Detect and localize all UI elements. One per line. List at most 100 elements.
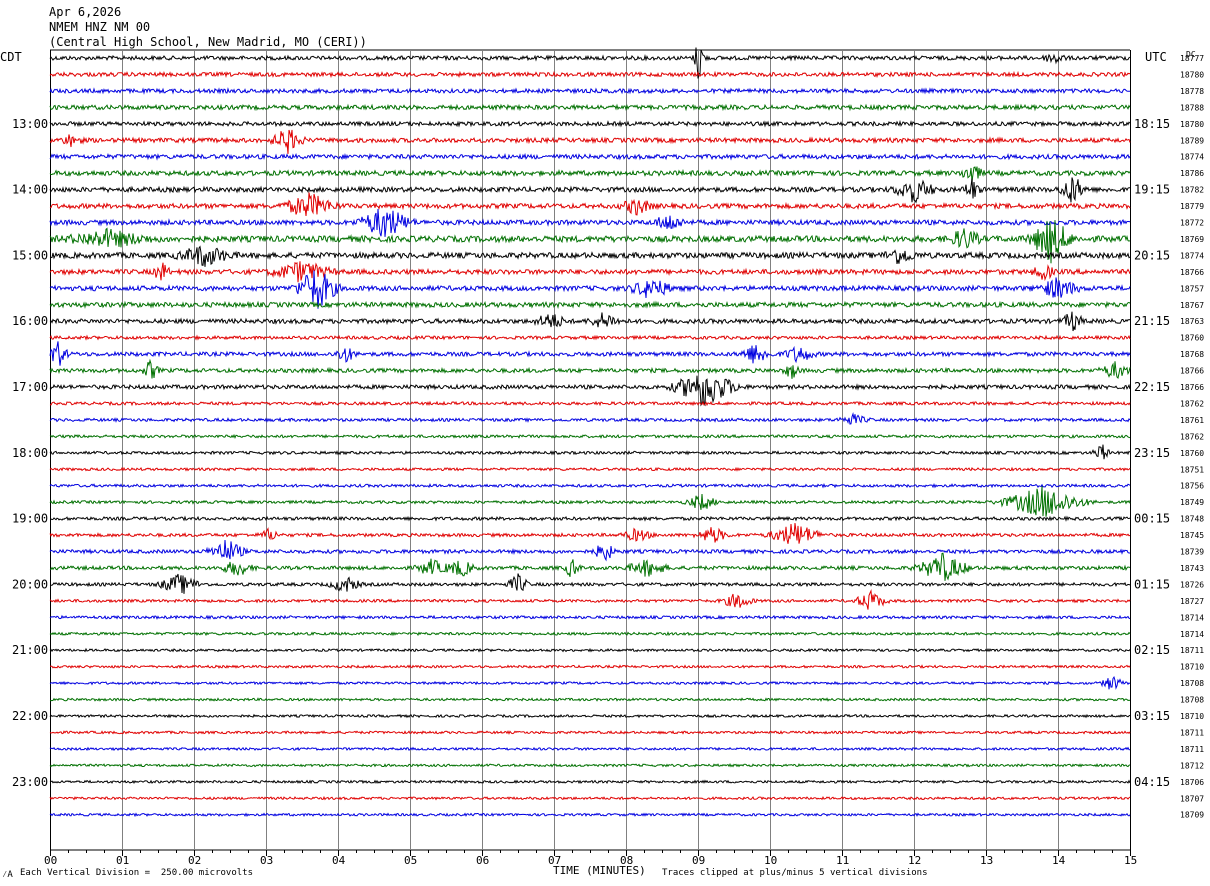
dc-offset-label: 18768 bbox=[1180, 350, 1204, 359]
dc-offset-label: 18712 bbox=[1180, 761, 1204, 770]
right-hour-label: 01:15 bbox=[1134, 577, 1170, 591]
scale-note: Each Vertical Division = 250.00 microvol… bbox=[20, 868, 253, 878]
dc-offset-label: 18778 bbox=[1180, 87, 1204, 96]
dc-column-label: DC bbox=[1186, 50, 1196, 59]
dc-offset-label: 18711 bbox=[1180, 728, 1204, 737]
trace-row bbox=[49, 103, 1131, 112]
trace-row bbox=[49, 746, 1131, 752]
right-hour-label: 02:15 bbox=[1134, 643, 1170, 657]
dc-offset-label: 18786 bbox=[1180, 169, 1204, 178]
seismogram-traces bbox=[49, 47, 1131, 818]
trace-row bbox=[49, 152, 1131, 161]
trace-row bbox=[49, 300, 1131, 309]
trace-row bbox=[49, 486, 1131, 517]
corner-mark: ⁄A bbox=[2, 870, 13, 880]
dc-offset-label: 18748 bbox=[1180, 515, 1204, 524]
trace-row bbox=[49, 270, 1131, 309]
trace-row bbox=[49, 192, 1131, 216]
left-hour-label: 13:00 bbox=[12, 117, 48, 131]
left-hour-label: 17:00 bbox=[12, 380, 48, 394]
dc-offset-label: 18788 bbox=[1180, 103, 1204, 112]
left-hour-label: 14:00 bbox=[12, 183, 48, 197]
dc-offset-label: 18769 bbox=[1180, 235, 1204, 244]
dc-offset-label: 18708 bbox=[1180, 696, 1204, 705]
left-hour-label: 18:00 bbox=[12, 446, 48, 460]
trace-row bbox=[49, 87, 1131, 95]
trace-row bbox=[49, 763, 1131, 768]
trace-row bbox=[49, 482, 1131, 489]
clip-note: Traces clipped at plus/minus 5 vertical … bbox=[662, 868, 928, 878]
x-tick-label: 08 bbox=[620, 854, 633, 867]
trace-row bbox=[49, 47, 1131, 79]
trace-row bbox=[49, 713, 1131, 719]
trace-row bbox=[49, 411, 1131, 425]
trace-row bbox=[49, 208, 1131, 237]
x-tick-label: 01 bbox=[116, 854, 129, 867]
dc-offset-label: 18711 bbox=[1180, 646, 1204, 655]
dc-offset-label: 18761 bbox=[1180, 416, 1204, 425]
trace-row bbox=[49, 375, 1131, 407]
dc-offset-label: 18707 bbox=[1180, 794, 1204, 803]
dc-offset-label: 18766 bbox=[1180, 268, 1204, 277]
trace-row bbox=[49, 522, 1131, 544]
dc-offset-label: 18710 bbox=[1180, 663, 1204, 672]
dc-offset-label: 18727 bbox=[1180, 597, 1204, 606]
left-hour-label: 19:00 bbox=[12, 512, 48, 526]
trace-row bbox=[49, 697, 1131, 702]
dc-offset-label: 18762 bbox=[1180, 399, 1204, 408]
dc-offset-label: 18760 bbox=[1180, 334, 1204, 343]
dc-offset-label: 18745 bbox=[1180, 531, 1204, 540]
trace-row bbox=[49, 539, 1130, 562]
trace-row bbox=[49, 400, 1131, 407]
trace-row bbox=[49, 552, 1131, 581]
trace-row bbox=[49, 515, 1131, 522]
header-location: (Central High School, New Madrid, MO (CE… bbox=[49, 35, 367, 49]
trace-row bbox=[49, 614, 1131, 621]
dc-offset-label: 18766 bbox=[1180, 367, 1204, 376]
trace-row bbox=[49, 573, 1131, 594]
dc-offset-label: 18743 bbox=[1180, 564, 1204, 573]
grid-lines bbox=[50, 49, 1131, 851]
trace-row bbox=[49, 166, 1131, 182]
right-hour-label: 00:15 bbox=[1134, 512, 1170, 526]
dc-offset-label: 18780 bbox=[1180, 120, 1204, 129]
dc-offset-label: 18780 bbox=[1180, 70, 1204, 79]
x-tick-label: 15 bbox=[1124, 854, 1137, 867]
left-hour-label: 22:00 bbox=[12, 709, 48, 723]
header-station: NMEM HNZ NM 00 bbox=[49, 20, 151, 34]
x-tick-label: 12 bbox=[908, 854, 921, 867]
trace-row bbox=[49, 119, 1131, 128]
dc-offset-label: 18763 bbox=[1180, 317, 1204, 326]
x-tick-label: 07 bbox=[548, 854, 561, 867]
right-hour-label: 21:15 bbox=[1134, 314, 1170, 328]
x-tick-label: 03 bbox=[260, 854, 273, 867]
trace-row bbox=[49, 631, 1131, 637]
trace-row bbox=[49, 261, 1131, 283]
x-tick-label: 09 bbox=[692, 854, 705, 867]
trace-row bbox=[49, 647, 1131, 653]
right-hour-label: 22:15 bbox=[1134, 380, 1170, 394]
left-timezone-label: CDT bbox=[0, 50, 22, 64]
right-timezone-label: UTC bbox=[1145, 50, 1167, 64]
x-tick-label: 05 bbox=[404, 854, 417, 867]
trace-row bbox=[49, 730, 1131, 735]
dc-offset-label: 18774 bbox=[1180, 153, 1204, 162]
right-hour-label: 23:15 bbox=[1134, 446, 1170, 460]
dc-offset-label: 18708 bbox=[1180, 679, 1204, 688]
left-hour-label: 21:00 bbox=[12, 643, 48, 657]
trace-row bbox=[49, 588, 1131, 610]
dc-offset-label: 18767 bbox=[1180, 301, 1204, 310]
trace-row bbox=[49, 444, 1131, 460]
dc-offset-label: 18710 bbox=[1180, 712, 1204, 721]
dc-offset-label: 18757 bbox=[1180, 284, 1204, 293]
trace-row bbox=[49, 311, 1131, 332]
dc-offset-label: 18779 bbox=[1180, 202, 1204, 211]
left-hour-label: 15:00 bbox=[12, 248, 48, 262]
trace-row bbox=[49, 341, 1131, 366]
dc-offset-label: 18706 bbox=[1180, 778, 1204, 787]
trace-row bbox=[49, 675, 1131, 690]
dc-offset-label: 18756 bbox=[1180, 482, 1204, 491]
right-hour-label: 03:15 bbox=[1134, 709, 1170, 723]
trace-row bbox=[49, 220, 1131, 264]
